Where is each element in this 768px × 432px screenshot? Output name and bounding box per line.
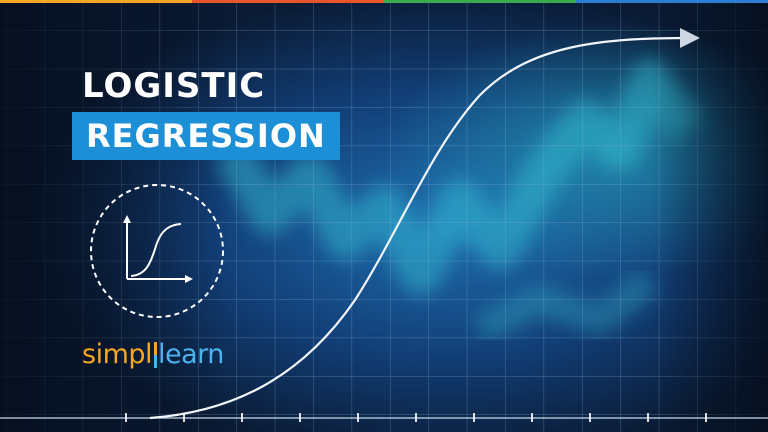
sigmoid-curve bbox=[149, 36, 691, 420]
brand-separator bbox=[154, 342, 158, 368]
top-bar-segment bbox=[576, 0, 768, 3]
brand-logo: simpl learn bbox=[82, 340, 224, 370]
top-bar-segment bbox=[0, 0, 192, 3]
arrow-head-icon bbox=[680, 28, 700, 48]
title-line-1: LOGISTIC bbox=[82, 66, 266, 106]
sigmoid-curve-icon bbox=[90, 184, 224, 318]
title-highlight-box: REGRESSION bbox=[72, 112, 340, 160]
top-bar-segment bbox=[192, 0, 384, 3]
brand-text-part2: learn bbox=[158, 339, 224, 370]
brand-text-part1: simpl bbox=[82, 339, 153, 370]
top-bar-segment bbox=[384, 0, 576, 3]
top-color-bar bbox=[0, 0, 768, 3]
title-line-2: REGRESSION bbox=[86, 117, 326, 155]
